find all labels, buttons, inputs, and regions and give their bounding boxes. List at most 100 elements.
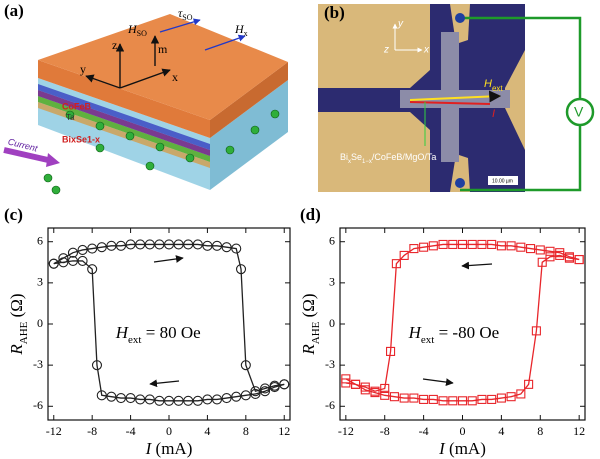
spin [225,145,235,155]
layer-ta [38,102,210,168]
marker [77,255,88,266]
spin [95,143,105,153]
marker [487,394,497,404]
device-illustration: (a) HSO τSO Hx z m y x CoFeB Ta BixSe1-x… [3,1,288,195]
marker [173,395,184,406]
text: Bi [340,152,348,162]
marker [240,360,251,371]
right-face [210,80,288,190]
x-tick-label: 0 [166,424,172,438]
spin [145,161,155,171]
marker [144,239,155,250]
marker [516,389,526,399]
marker [125,239,136,250]
marker [211,240,223,251]
marker [389,392,399,402]
marker [526,244,536,254]
marker [487,239,497,250]
subscript: x [244,29,248,38]
arrow [422,378,454,386]
y-tick-label: 3 [37,275,43,289]
layer [38,84,210,150]
marker [91,360,103,371]
marker [531,326,541,336]
panel-label: (d) [300,205,321,224]
hx-label: Hx [234,22,248,39]
spins [43,109,280,195]
x-tick-label: -4 [126,424,136,438]
y-axis-label: RAHE (Ω) [299,293,322,355]
marker [154,395,165,406]
symbol: R [299,344,318,356]
spin [95,121,105,131]
marker [202,240,213,251]
subscript: ext [421,334,434,346]
arrow [461,261,493,270]
y-label: y [80,62,86,76]
marker [115,393,127,404]
x-tick-label: -4 [419,424,429,438]
spin [270,109,280,119]
text: (Ω) [7,293,26,321]
layer-cofeb [38,96,210,162]
marker [545,252,555,262]
current-arrowhead [46,153,60,167]
micrograph: V (b) y z x Hext I BixSe1−x/CoFeB/MgO/Ta… [318,3,595,192]
marker [477,239,487,250]
scale-bar [488,176,518,185]
symbol: H [408,323,423,342]
y-tick-label: 6 [329,233,335,247]
panel-label: (c) [4,205,23,224]
text: /CoFeB/MgO/Ta [372,152,437,162]
y-tick-label: -3 [325,357,335,371]
marker [506,392,516,402]
marker [438,396,448,406]
text: = 80 Oe [141,323,200,342]
arrow [153,255,184,263]
marker [183,395,194,406]
marker [96,390,107,401]
spin [43,173,53,183]
marker [192,395,203,406]
marker [106,240,117,251]
layer-label: BixSe1-x [62,134,100,144]
symbol: τ [178,6,183,20]
marker [259,386,271,397]
marker [477,394,487,404]
marker [67,247,79,258]
marker [564,252,574,262]
marker [106,391,117,402]
subscript: SO [182,13,192,22]
current-arrow [3,147,49,163]
top-face [38,14,288,120]
marker [399,250,409,260]
marker [259,383,271,394]
x-label: x [172,70,178,84]
axis-x [119,68,171,89]
y-tick-label: 0 [329,316,335,330]
marker [135,239,146,250]
x-axis-label: I (mA) [145,439,193,458]
spin [51,185,61,195]
marker [221,242,232,253]
marker [428,241,438,251]
y-tick-label: -6 [325,398,335,412]
marker [58,257,69,268]
subscript: AHE [310,321,322,344]
subscript: ext [492,84,503,93]
marker [154,239,165,250]
subscript: ext [128,334,141,346]
spin [250,125,260,135]
symbol: H [234,22,245,36]
marker [221,393,232,404]
marker [545,246,555,256]
current-label: I [492,108,495,120]
text: (mA) [445,439,486,458]
x-label: x [423,45,430,56]
pad [505,50,525,150]
arrow [149,379,180,388]
symbol: H [484,78,492,90]
spin [185,153,195,163]
subscript: SO [137,29,147,38]
marker [77,244,88,255]
